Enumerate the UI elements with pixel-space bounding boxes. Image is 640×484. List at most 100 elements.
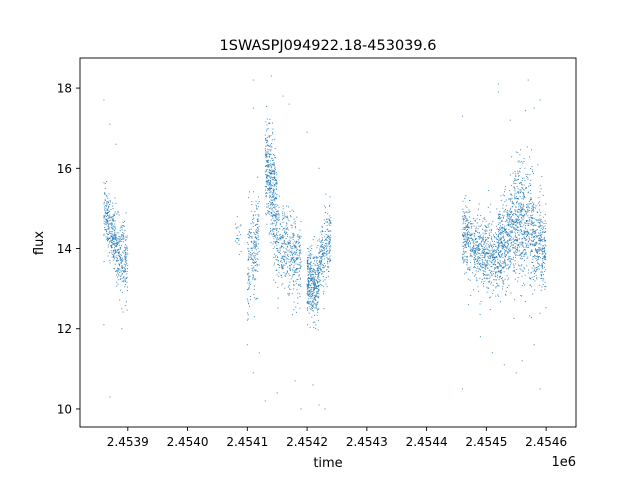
data-point <box>276 221 278 223</box>
data-point <box>477 246 479 248</box>
data-point <box>484 268 486 270</box>
data-point <box>527 209 529 211</box>
data-point <box>477 257 479 259</box>
data-point <box>531 198 533 200</box>
data-point <box>468 237 470 239</box>
data-point <box>271 184 273 186</box>
data-point <box>104 193 106 195</box>
data-point <box>282 213 284 215</box>
data-point <box>492 257 494 259</box>
data-point <box>513 186 515 188</box>
data-point <box>317 264 319 266</box>
data-point <box>109 230 111 232</box>
data-point <box>503 240 505 242</box>
data-point <box>308 271 310 273</box>
data-point <box>319 280 321 282</box>
data-point <box>295 269 297 271</box>
data-point <box>529 199 531 201</box>
data-point <box>115 242 117 244</box>
data-point <box>274 220 276 222</box>
data-point <box>508 213 510 215</box>
data-point <box>522 245 524 247</box>
data-point <box>309 272 311 274</box>
data-point <box>252 372 254 374</box>
data-point <box>119 269 121 271</box>
data-point <box>498 253 500 255</box>
data-point <box>501 255 503 257</box>
data-point <box>318 274 320 276</box>
data-point <box>295 246 296 248</box>
data-point <box>257 227 259 229</box>
data-point <box>114 211 116 213</box>
data-point <box>265 177 267 179</box>
data-point <box>509 214 511 216</box>
data-point <box>252 277 254 279</box>
data-point <box>253 293 255 295</box>
data-point <box>484 256 486 258</box>
data-point <box>525 213 527 215</box>
data-point <box>115 239 117 241</box>
data-point <box>279 237 281 239</box>
data-point <box>280 261 282 263</box>
data-point <box>511 241 512 243</box>
data-point <box>505 242 507 244</box>
data-point <box>501 241 503 243</box>
data-point <box>307 266 309 268</box>
data-point <box>307 301 309 303</box>
data-point <box>120 245 122 247</box>
data-point <box>267 179 269 181</box>
data-point <box>107 236 109 238</box>
data-point <box>512 270 514 272</box>
data-point <box>481 259 483 261</box>
data-point <box>256 242 258 244</box>
data-point <box>126 235 128 237</box>
data-point <box>522 270 524 272</box>
data-point <box>487 262 489 264</box>
data-point <box>504 243 506 245</box>
data-point <box>545 222 547 224</box>
data-point <box>308 283 310 285</box>
data-point <box>248 278 250 280</box>
data-point <box>514 256 516 258</box>
data-point <box>253 222 255 224</box>
data-point <box>114 233 116 235</box>
data-point <box>544 231 546 233</box>
data-point <box>273 279 275 281</box>
data-point <box>518 234 520 236</box>
data-point <box>498 279 500 281</box>
x-tick-label: 2.4539 <box>107 435 149 449</box>
data-point <box>466 238 468 240</box>
data-point <box>467 242 469 244</box>
data-point <box>533 238 535 240</box>
data-point <box>487 287 489 289</box>
data-point <box>487 259 489 261</box>
data-point <box>282 243 284 245</box>
data-point <box>254 265 256 267</box>
data-point <box>481 278 483 280</box>
data-point <box>498 238 500 240</box>
data-point <box>320 269 322 271</box>
data-point <box>527 79 529 81</box>
data-point <box>291 209 293 211</box>
data-point <box>483 257 485 259</box>
data-point <box>287 256 289 258</box>
data-point <box>503 267 505 269</box>
data-point <box>465 227 467 228</box>
data-point <box>284 261 286 263</box>
data-point <box>124 269 126 271</box>
data-point <box>532 225 534 227</box>
data-point <box>250 232 252 234</box>
data-point <box>506 224 508 226</box>
data-point <box>463 228 465 230</box>
data-point <box>515 233 516 235</box>
data-point <box>272 182 274 184</box>
data-point <box>321 244 323 246</box>
data-point <box>293 309 295 311</box>
data-point <box>273 162 275 164</box>
data-point <box>274 147 276 149</box>
data-point <box>504 251 506 253</box>
data-point <box>315 294 317 296</box>
data-point <box>541 247 543 249</box>
data-point <box>529 252 531 254</box>
data-point <box>267 175 269 177</box>
